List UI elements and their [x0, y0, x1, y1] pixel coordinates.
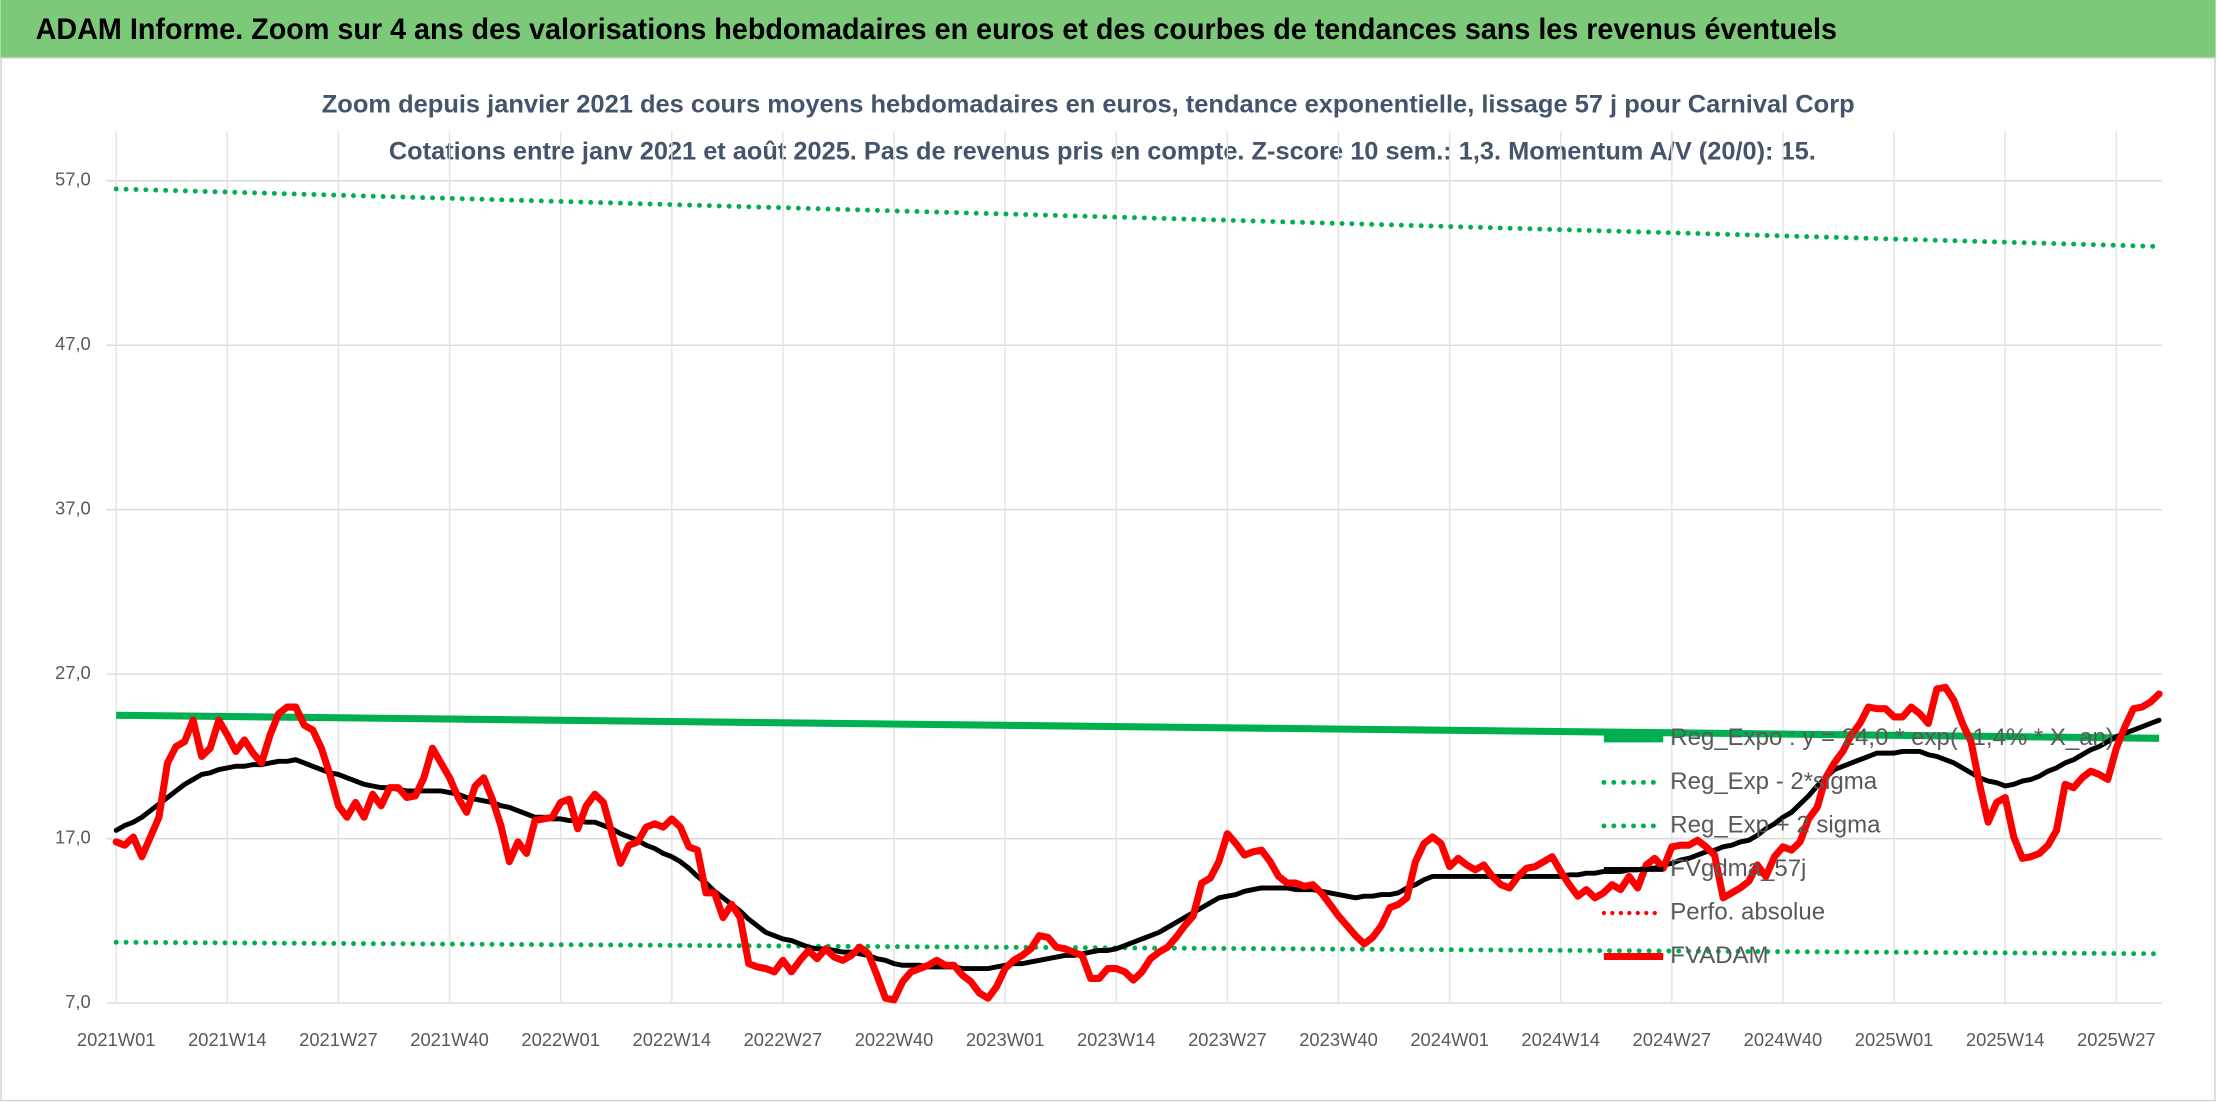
chart-title: Zoom depuis janvier 2021 des cours moyen…: [322, 91, 1855, 119]
x-tick-label: 2025W14: [1966, 1029, 2045, 1050]
trend-line: [113, 186, 2162, 249]
chart-frame: [0, 57, 2216, 1102]
x-tick-label: 2022W27: [744, 1029, 823, 1050]
x-tick-label: 2023W14: [1077, 1029, 1156, 1050]
trend-line: [116, 711, 2160, 742]
y-tick-label: 27,0: [55, 662, 91, 683]
x-tick-label: 2023W01: [966, 1029, 1045, 1050]
x-tick-label: 2021W01: [77, 1029, 156, 1050]
x-tick-label: 2024W01: [1410, 1029, 1489, 1050]
legend-label: FVADAM: [1670, 942, 1768, 969]
header-bar: [0, 0, 2216, 58]
x-tick-label: 2024W40: [1744, 1029, 1823, 1050]
y-tick-label: 37,0: [55, 498, 91, 519]
x-tick-label: 2022W01: [521, 1029, 600, 1050]
x-tick-label: 2025W27: [2077, 1029, 2156, 1050]
y-tick-label: 57,0: [55, 169, 91, 190]
x-tick-label: 2023W27: [1188, 1029, 1267, 1050]
x-tick-label: 2021W40: [410, 1029, 489, 1050]
legend-label: Perfo. absolue: [1670, 898, 1825, 925]
x-tick-label: 2024W14: [1521, 1029, 1600, 1050]
y-tick-label: 17,0: [55, 826, 91, 847]
legend-label: Reg_Exp - 2*sigma: [1670, 768, 1877, 795]
legend-label: FVgdma_57j: [1670, 855, 1806, 882]
x-tick-label: 2021W14: [188, 1029, 267, 1050]
x-tick-label: 2025W01: [1855, 1029, 1934, 1050]
x-tick-label: 2023W40: [1299, 1029, 1378, 1050]
trend-line: [113, 939, 2162, 957]
x-tick-label: 2022W40: [855, 1029, 934, 1050]
y-tick-label: 47,0: [55, 333, 91, 354]
x-tick-label: 2024W27: [1633, 1029, 1712, 1050]
legend-label: Reg_Exp + 2 sigma: [1670, 811, 1881, 838]
header-title: ADAM Informe. Zoom sur 4 ans des valoris…: [36, 13, 1837, 46]
series-line: [112, 683, 2163, 1004]
chart-subtitle: Cotations entre janv 2021 et août 2025. …: [389, 137, 1816, 165]
legend-label: Reg_Expo : y = 24,0 * exp( -1,4% * X_an): [1670, 724, 2114, 751]
x-tick-label: 2021W27: [299, 1029, 378, 1050]
series-line: [113, 717, 2162, 972]
x-tick-label: 2022W14: [632, 1029, 711, 1050]
y-tick-label: 7,0: [65, 991, 91, 1012]
